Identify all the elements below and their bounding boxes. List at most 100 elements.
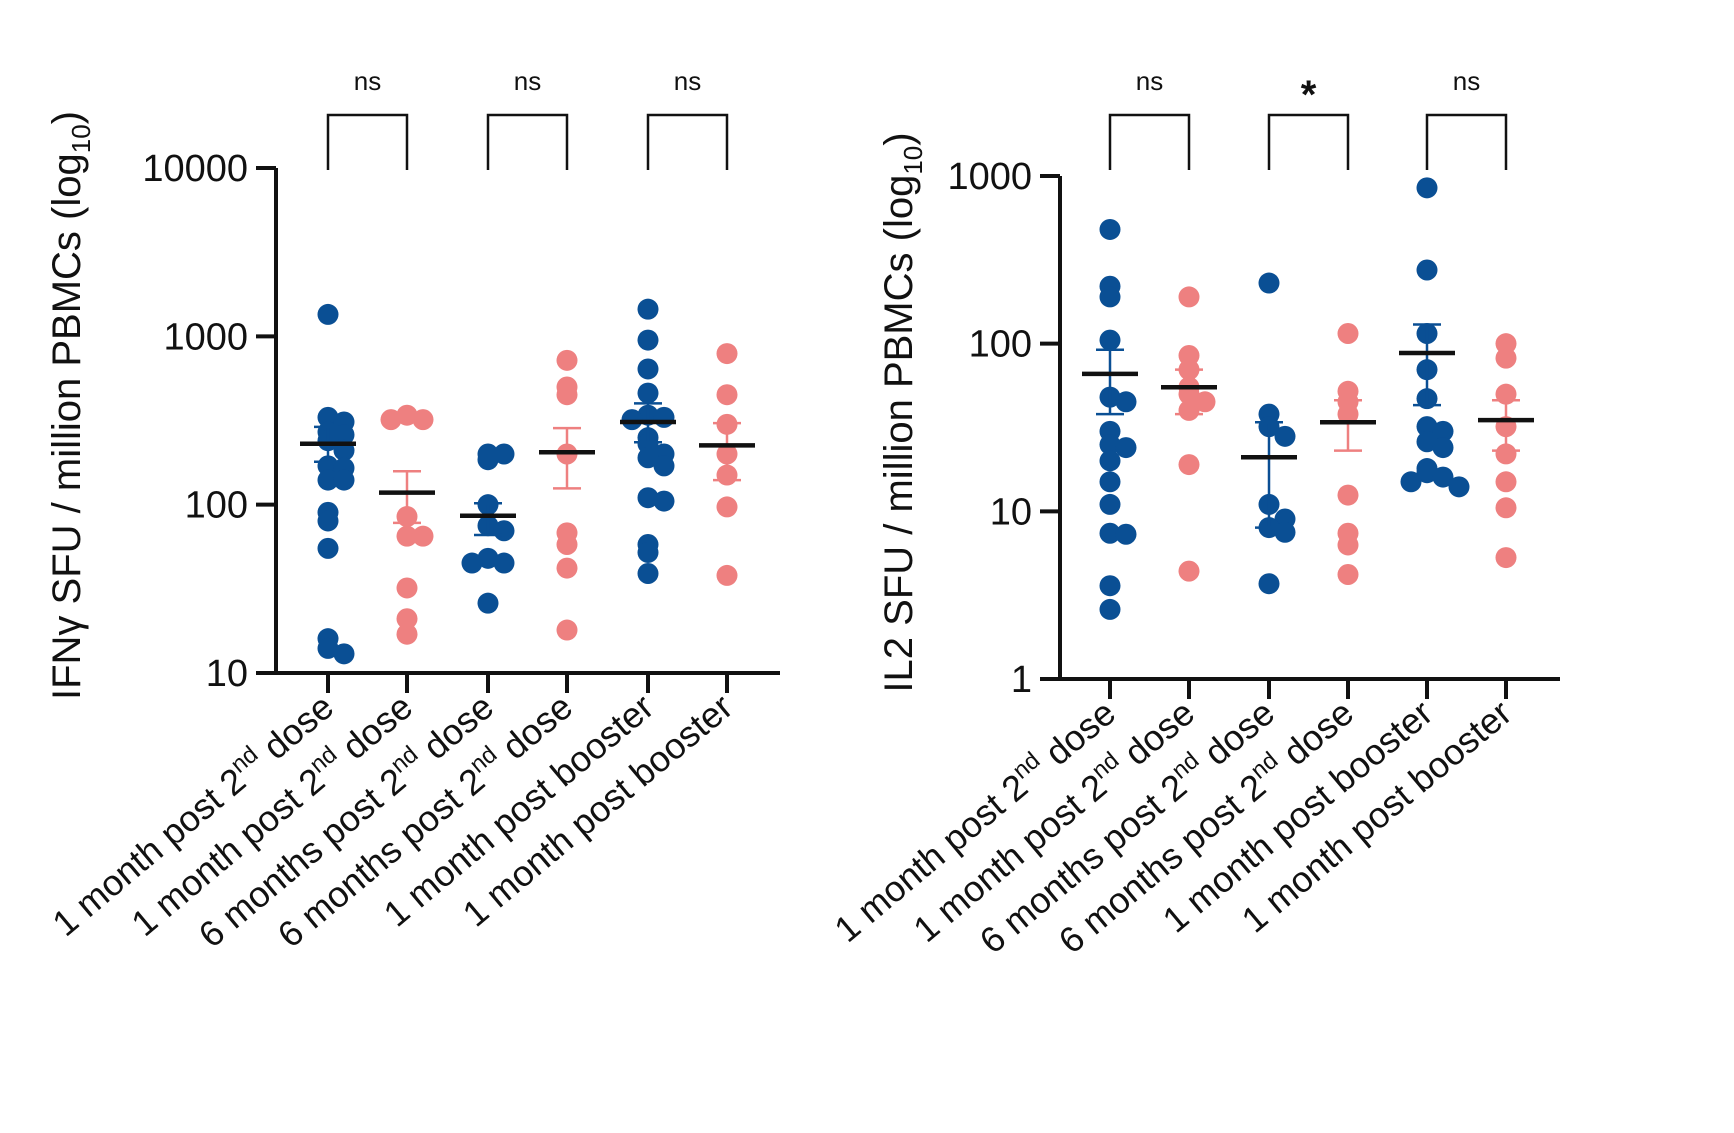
il2-panel: 1 10 100 1000 IL2 SFU / million PBMCs (log10…: [826, 66, 1560, 962]
data-point: [637, 329, 659, 351]
data-point: [556, 619, 578, 641]
data-point: [1274, 521, 1296, 543]
y-tick-label: 100: [185, 485, 248, 527]
data-point: [1274, 425, 1296, 447]
data-point: [412, 525, 434, 547]
data-point: [1258, 272, 1280, 294]
significance-label: ns: [514, 66, 541, 96]
significance-bracket: [326, 113, 409, 170]
data-point: [1337, 322, 1359, 344]
data-point: [1194, 391, 1216, 413]
data-point: [396, 525, 418, 547]
data-point: [1099, 329, 1121, 351]
data-point: [637, 563, 659, 585]
data-point: [1258, 573, 1280, 595]
significance-label: ns: [1453, 66, 1480, 96]
significance-label: ns: [1136, 66, 1163, 96]
data-point: [1495, 497, 1517, 519]
data-point: [1115, 391, 1137, 413]
data-point: [493, 552, 515, 574]
y-tick-label: 1000: [947, 156, 1032, 198]
data-point: [1416, 259, 1438, 281]
data-point: [556, 557, 578, 579]
data-point: [1432, 437, 1454, 459]
significance-bracket: [646, 113, 729, 170]
significance-label: *: [1301, 73, 1317, 117]
data-point: [1099, 450, 1121, 472]
significance-label: ns: [674, 66, 701, 96]
data-point: [1099, 471, 1121, 493]
significance-bracket: [1108, 113, 1191, 170]
data-point: [1099, 575, 1121, 597]
data-point: [1337, 484, 1359, 506]
data-point: [653, 490, 675, 512]
ifng-panel: 10 100 1000 10000 IFNγ SFU / million PBMCs (…: [44, 66, 780, 956]
data-point: [1495, 333, 1517, 355]
data-point: [637, 447, 659, 469]
data-point: [637, 382, 659, 404]
data-point: [637, 298, 659, 320]
data-point: [653, 455, 675, 477]
data-point: [477, 449, 499, 471]
data-point: [621, 409, 643, 431]
data-point: [1178, 560, 1200, 582]
data-point: [477, 592, 499, 614]
y-tick-label: 100: [969, 324, 1032, 366]
data-point: [716, 496, 738, 518]
data-point: [1416, 462, 1438, 484]
data-point: [1400, 471, 1422, 493]
data-point: [1495, 547, 1517, 569]
data-point: [317, 469, 339, 491]
data-point: [637, 358, 659, 380]
data-point: [1416, 177, 1438, 199]
significance-label: ns: [354, 66, 381, 96]
data-point: [1099, 522, 1121, 544]
data-point: [317, 537, 339, 559]
data-point: [637, 487, 659, 509]
y-tick-label: 10: [206, 653, 248, 695]
data-point: [716, 343, 738, 365]
data-point: [1495, 443, 1517, 465]
data-point: [461, 552, 483, 574]
data-point: [1432, 466, 1454, 488]
data-point: [396, 577, 418, 599]
data-point: [716, 564, 738, 586]
data-point: [1495, 471, 1517, 493]
data-point: [317, 637, 339, 659]
data-point: [1337, 534, 1359, 556]
data-point: [493, 520, 515, 542]
data-point: [1416, 416, 1438, 438]
data-point: [1178, 286, 1200, 308]
data-point: [396, 608, 418, 630]
data-point: [556, 349, 578, 371]
data-point: [493, 443, 515, 465]
data-point: [1099, 598, 1121, 620]
data-point: [556, 533, 578, 555]
y-tick-label: 1: [1011, 659, 1032, 701]
data-point: [716, 384, 738, 406]
data-point: [1448, 476, 1470, 498]
significance-bracket: [486, 113, 569, 170]
significance-bracket: [1267, 113, 1350, 170]
data-point: [1495, 347, 1517, 369]
data-point: [1115, 523, 1137, 545]
data-point: [333, 424, 355, 446]
data-point: [333, 643, 355, 665]
y-axis-label: IL2 SFU / million PBMCs (log10): [877, 132, 928, 692]
data-point: [317, 303, 339, 325]
data-point: [1099, 218, 1121, 240]
data-point: [1416, 431, 1438, 453]
data-point: [317, 510, 339, 532]
data-point: [396, 623, 418, 645]
data-point: [1099, 493, 1121, 515]
data-point: [333, 469, 355, 491]
data-point: [1432, 420, 1454, 442]
y-axis-label: IFNγ SFU / million PBMCs (log10): [45, 111, 96, 700]
data-point: [317, 406, 339, 428]
y-tick-label: 10: [990, 491, 1032, 533]
data-point: [477, 547, 499, 569]
y-tick-label: 10000: [142, 148, 248, 190]
data-point: [1337, 564, 1359, 586]
significance-bracket: [1425, 113, 1508, 170]
